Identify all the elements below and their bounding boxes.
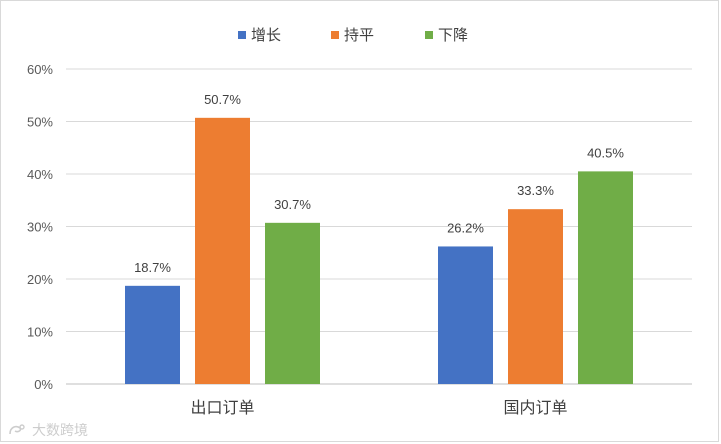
y-tick-label: 20% <box>27 272 53 287</box>
data-label: 33.3% <box>517 183 554 198</box>
legend-swatch-growth <box>238 30 246 39</box>
bar <box>125 285 180 384</box>
category-label: 国内订单 <box>503 398 567 417</box>
y-tick-label: 40% <box>27 167 53 182</box>
legend-swatch-decline <box>425 30 433 39</box>
legend-swatch-flat <box>331 30 339 39</box>
legend-item-flat: 持平 <box>331 24 374 45</box>
data-label: 18.7% <box>134 260 171 275</box>
legend-label-decline: 下降 <box>438 26 469 44</box>
bar <box>438 246 493 384</box>
y-tick-label: 10% <box>27 325 53 340</box>
data-label: 26.2% <box>447 220 484 235</box>
bar <box>195 117 250 384</box>
data-label: 30.7% <box>274 197 311 212</box>
legend-label-flat: 持平 <box>344 26 375 44</box>
y-tick-label: 0% <box>34 377 53 392</box>
y-tick-label: 50% <box>27 115 53 130</box>
bar <box>508 209 563 384</box>
legend: 增长 持平 下降 <box>0 24 721 46</box>
bar <box>265 222 320 384</box>
data-label: 50.7% <box>204 92 241 107</box>
data-label: 40.5% <box>587 145 624 160</box>
watermark-text: 大数跨境 <box>32 423 88 439</box>
category-label: 出口订单 <box>190 398 254 417</box>
bar <box>578 171 633 384</box>
legend-item-growth: 增长 <box>238 24 281 45</box>
y-tick-label: 30% <box>27 220 53 235</box>
brand-logo-icon <box>9 424 25 435</box>
watermark: 大数跨境 <box>8 420 88 440</box>
y-tick-label: 60% <box>27 62 53 77</box>
legend-label-growth: 增长 <box>251 26 282 44</box>
legend-item-decline: 下降 <box>425 24 468 45</box>
